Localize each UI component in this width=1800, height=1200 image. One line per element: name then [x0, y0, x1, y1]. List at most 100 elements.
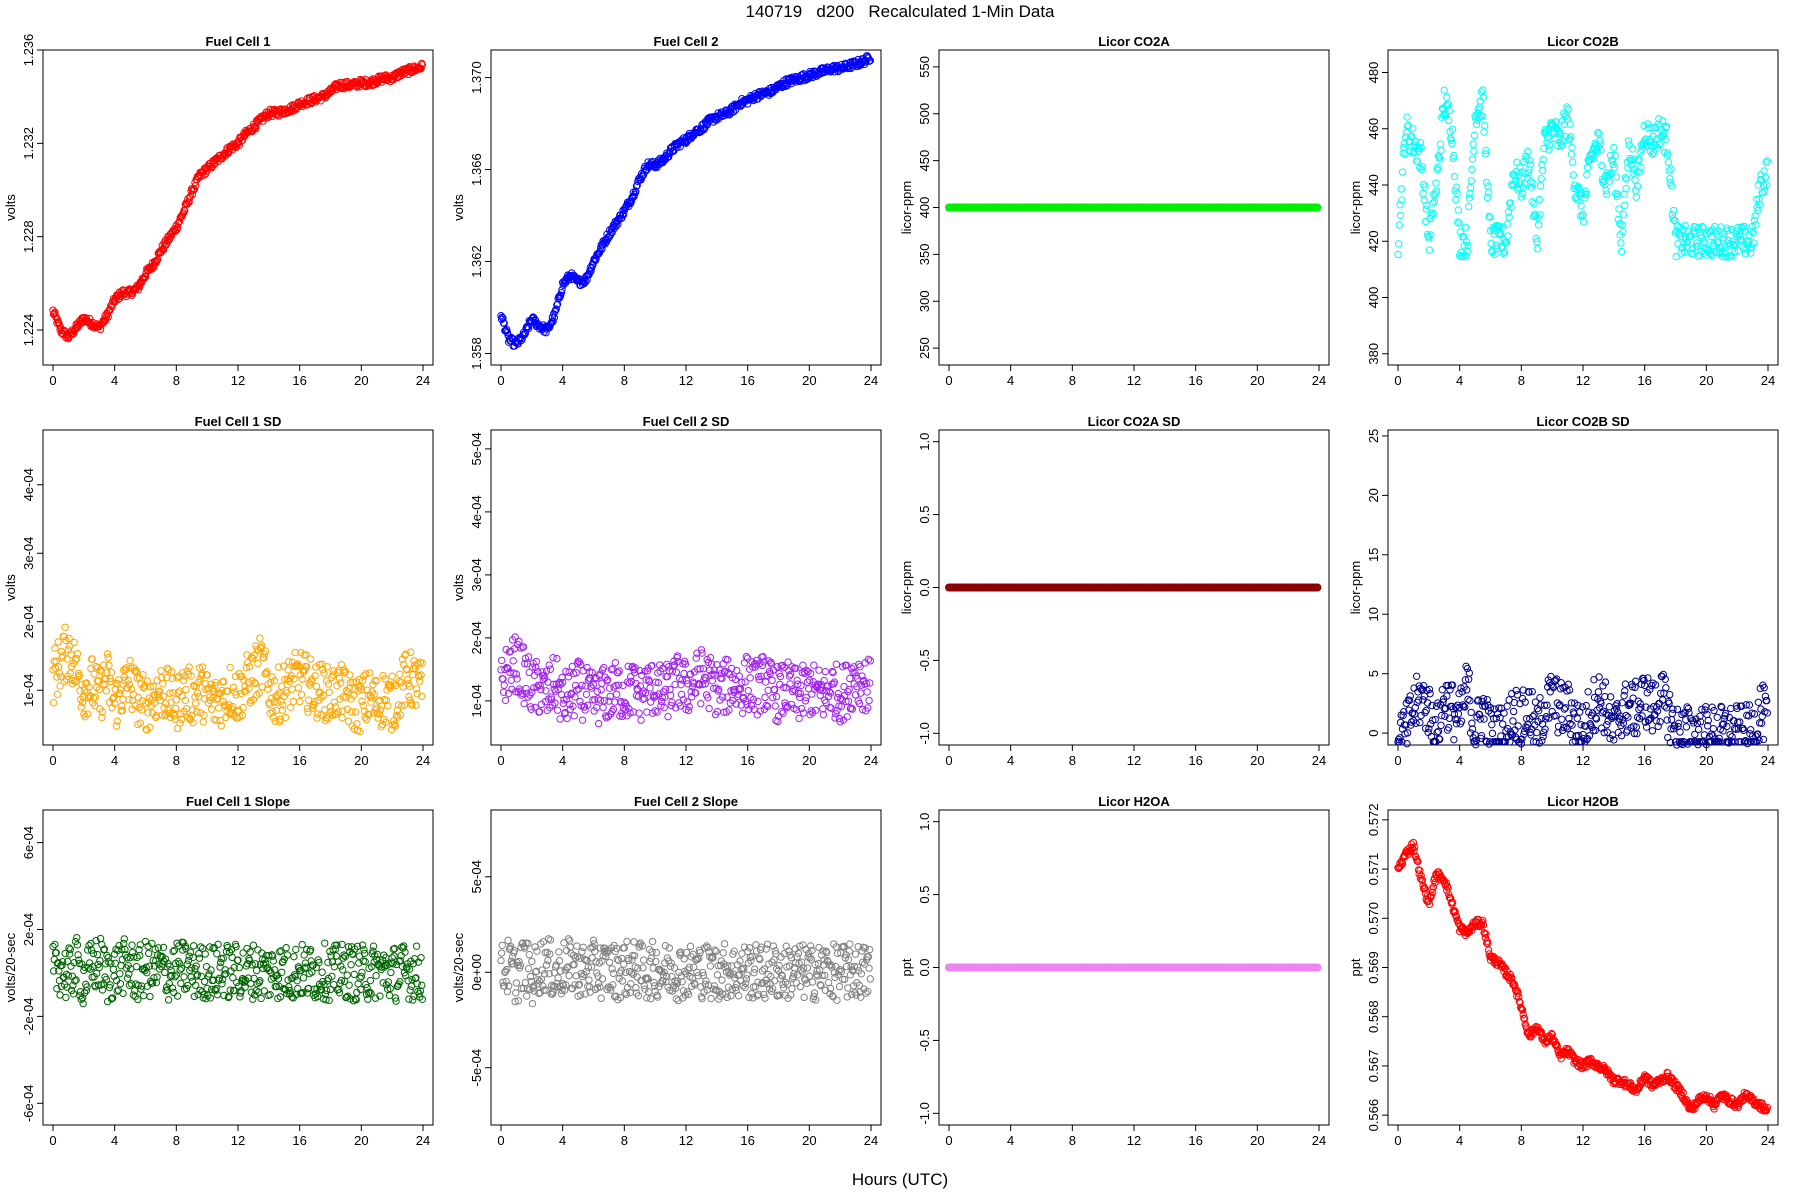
data-point: [102, 687, 111, 695]
data-point: [608, 228, 616, 237]
data-point: [761, 693, 769, 702]
x-tick-label: 8: [621, 373, 628, 388]
y-tick-label: 0: [1366, 729, 1381, 736]
data-point: [292, 945, 300, 954]
data-point: [1594, 688, 1603, 696]
x-tick-label: 0: [49, 373, 56, 388]
data-point: [1478, 112, 1486, 120]
y-tick-label: -5e-04: [469, 1049, 484, 1087]
data-point: [183, 200, 191, 208]
data-point: [1561, 704, 1570, 712]
data-point: [1637, 163, 1645, 172]
x-tick-label: 16: [1637, 753, 1651, 768]
data-point: [1538, 166, 1547, 175]
chart-title: Fuel Cell 2 SD: [643, 414, 730, 429]
data-point: [635, 709, 643, 717]
data-point: [1417, 143, 1425, 152]
x-tick-label: 20: [1250, 373, 1264, 388]
data-point: [1565, 135, 1574, 143]
y-tick-label: 15: [1366, 548, 1381, 562]
data-point: [1566, 120, 1574, 128]
data-point: [1709, 724, 1718, 733]
data-point: [552, 305, 560, 313]
data-point: [1595, 673, 1603, 681]
data-point: [666, 691, 675, 700]
data-point: [1482, 146, 1490, 155]
data-point: [1509, 170, 1518, 178]
y-tick-label: 400: [1366, 287, 1381, 309]
data-point: [1484, 188, 1493, 197]
data-point: [524, 964, 533, 973]
data-point: [1463, 238, 1471, 246]
data-point: [134, 693, 143, 702]
data-point: [615, 667, 623, 675]
data-point: [1603, 721, 1611, 729]
data-point: [339, 966, 347, 974]
x-tick-label: 8: [173, 753, 180, 768]
data-point: [189, 942, 198, 950]
data-point: [1499, 249, 1508, 257]
data-point: [1582, 701, 1590, 710]
data-point: [1479, 93, 1488, 101]
x-tick-label: 4: [559, 1133, 566, 1148]
x-tick-label: 8: [173, 1133, 180, 1148]
data-point: [1597, 161, 1606, 170]
y-tick-label: 6e-04: [21, 826, 36, 859]
data-point: [1413, 157, 1421, 165]
data-point: [1464, 202, 1473, 211]
data-point: [366, 976, 375, 985]
data-point: [557, 967, 565, 975]
data-point: [297, 690, 306, 699]
data-point: [578, 716, 587, 724]
data-point: [173, 673, 181, 682]
y-tick-label: 380: [1366, 343, 1381, 365]
data-point: [1450, 172, 1459, 181]
data-point: [500, 319, 508, 328]
y-tick-label: 1.358: [469, 337, 484, 370]
data-point: [1490, 226, 1498, 234]
data-point: [1525, 156, 1534, 165]
data-point: [1465, 194, 1474, 202]
data-point: [1545, 141, 1554, 149]
data-point: [515, 957, 523, 966]
y-tick-label: 480: [1366, 62, 1381, 84]
data-point: [744, 686, 753, 695]
data-point: [1682, 723, 1691, 731]
x-tick-label: 12: [679, 373, 693, 388]
data-point: [116, 970, 124, 978]
data-point: [1485, 212, 1493, 221]
data-point: [145, 949, 153, 958]
data-point: [1432, 179, 1440, 187]
data-point: [661, 153, 669, 161]
data-point: [1583, 170, 1591, 179]
data-point: [99, 979, 107, 988]
data-point: [239, 949, 247, 957]
data-point: [1621, 687, 1629, 695]
data-point: [1396, 200, 1404, 209]
data-point: [1441, 111, 1450, 119]
data-point: [1459, 232, 1468, 241]
data-point: [1571, 194, 1579, 202]
x-tick-label: 0: [497, 753, 504, 768]
y-tick-label: 0.5: [917, 506, 932, 524]
data-point: [1559, 136, 1567, 145]
data-point: [600, 663, 608, 672]
data-point: [540, 323, 549, 332]
data-point: [53, 690, 62, 699]
data-point: [1749, 229, 1757, 237]
data-point: [512, 989, 520, 997]
data-point: [570, 712, 578, 720]
data-point: [599, 703, 607, 712]
data-point: [1430, 210, 1438, 218]
data-point: [51, 644, 59, 652]
data-point: [1445, 106, 1454, 115]
data-point: [497, 656, 506, 665]
data-point: [738, 709, 747, 718]
data-point: [520, 699, 528, 708]
data-point: [350, 970, 358, 979]
data-point: [1533, 728, 1541, 737]
data-point: [609, 969, 618, 978]
data-point: [62, 993, 70, 1002]
